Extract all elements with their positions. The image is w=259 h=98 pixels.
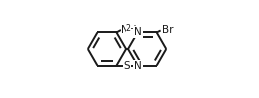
Text: N: N <box>134 27 141 37</box>
Text: N: N <box>134 61 141 71</box>
Text: NH: NH <box>121 24 137 34</box>
Text: S: S <box>124 61 130 71</box>
Text: 2: 2 <box>126 24 131 33</box>
Text: Br: Br <box>162 25 173 35</box>
